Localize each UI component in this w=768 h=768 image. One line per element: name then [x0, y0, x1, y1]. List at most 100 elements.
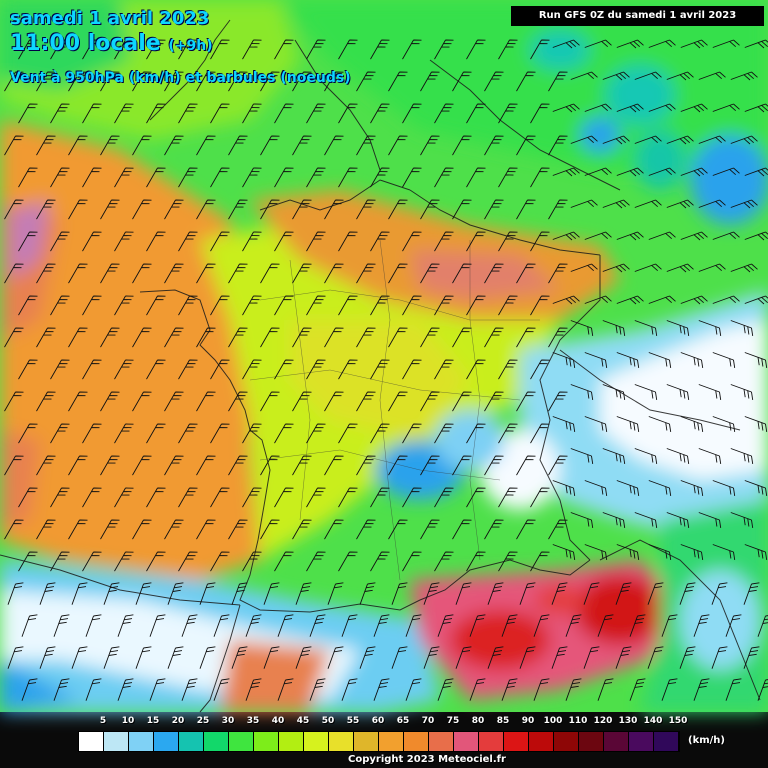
wind-barb	[516, 391, 536, 412]
wind-barb	[661, 614, 678, 637]
wind-barb	[164, 327, 184, 348]
wind-barb	[666, 199, 694, 209]
wind-barb	[548, 455, 568, 476]
wind-barb	[18, 487, 38, 508]
wind-barb	[36, 327, 56, 348]
wind-barb	[516, 199, 536, 220]
legend-swatch	[604, 732, 629, 751]
wind-barb	[178, 359, 198, 380]
wind-barb	[757, 679, 768, 701]
wind-barb	[434, 551, 454, 572]
wind-barb	[68, 199, 88, 220]
wind-barb	[452, 391, 472, 412]
wind-barb	[388, 455, 408, 476]
wind-barb	[370, 359, 390, 380]
wind-barb	[616, 39, 644, 49]
wind-barb	[181, 678, 198, 701]
wind-barb	[712, 231, 740, 240]
wind-barb	[18, 295, 38, 316]
wind-barb	[242, 487, 262, 508]
legend-tick-label: 35	[246, 716, 260, 726]
wind-barb	[373, 678, 390, 701]
wind-barb	[698, 135, 726, 144]
legend-swatch	[479, 732, 504, 751]
wind-barb	[634, 263, 662, 272]
wind-barb	[584, 167, 612, 176]
wind-barb	[744, 103, 768, 113]
wind-barb	[338, 423, 358, 444]
wind-barb	[68, 135, 88, 156]
wind-barb	[466, 423, 486, 444]
wind-barb	[242, 231, 262, 252]
wind-barb	[501, 614, 518, 637]
wind-barb	[420, 519, 440, 540]
wind-barb	[501, 678, 518, 701]
wind-barb	[196, 199, 216, 220]
legend-swatch	[579, 732, 604, 751]
wind-barb	[698, 448, 722, 464]
legend-swatch	[654, 732, 679, 751]
wind-barb	[18, 167, 38, 188]
wind-barb	[698, 320, 722, 336]
wind-barb	[405, 614, 422, 637]
wind-barb	[370, 167, 390, 188]
wind-barb	[370, 39, 390, 60]
wind-barb	[484, 135, 504, 156]
wind-barb	[548, 71, 568, 92]
wind-barb	[4, 71, 24, 92]
wind-barb	[712, 295, 740, 304]
wind-barb	[744, 352, 768, 368]
wind-barb	[452, 519, 472, 540]
wind-barb	[602, 512, 626, 528]
wind-barb	[263, 582, 280, 605]
legend-tick-label: 85	[496, 716, 510, 726]
wind-barb	[648, 416, 672, 432]
wind-barb	[196, 519, 216, 540]
wind-barb	[420, 455, 440, 476]
wind-barb	[306, 551, 326, 572]
wind-barb	[146, 167, 166, 188]
wind-barb	[648, 295, 676, 304]
wind-barb	[757, 615, 768, 637]
wind-barb	[744, 167, 768, 177]
wind-barb	[698, 199, 726, 208]
wind-barb	[114, 359, 134, 380]
wind-barb	[680, 167, 708, 177]
wind-barb	[437, 614, 454, 637]
wind-barb	[388, 391, 408, 412]
wind-barb	[277, 678, 294, 701]
wind-barb	[71, 582, 88, 605]
wind-barb	[487, 646, 504, 669]
wind-barb	[114, 231, 134, 252]
wind-barb	[274, 39, 294, 60]
wind-barb	[245, 678, 262, 701]
wind-barb	[292, 135, 312, 156]
legend-swatch	[354, 732, 379, 751]
legend-tick-label: 110	[568, 716, 588, 726]
forecast-time-local: 11:00 locale	[10, 31, 161, 56]
wind-barb	[4, 263, 24, 284]
legend-swatch	[504, 732, 529, 751]
wind-barb	[210, 103, 230, 124]
wind-barb	[402, 551, 422, 572]
wind-barb	[602, 263, 630, 273]
wind-barb	[648, 39, 676, 48]
wind-barb	[306, 103, 326, 124]
wind-barb	[242, 103, 262, 124]
wind-barb	[18, 103, 38, 124]
wind-barb	[484, 455, 504, 476]
map-subtitle: Vent à 950hPa (km/h) et barbules (noeuds…	[10, 70, 351, 86]
wind-barb	[744, 416, 768, 432]
wind-barb	[434, 39, 454, 60]
wind-barb	[530, 423, 550, 444]
wind-barb	[82, 167, 102, 188]
wind-barb	[666, 263, 694, 273]
legend-color-bar	[78, 731, 680, 752]
wind-barb	[533, 614, 550, 637]
wind-barb	[210, 39, 230, 60]
wind-barb	[196, 455, 216, 476]
wind-barb	[370, 487, 390, 508]
wind-barb	[82, 103, 102, 124]
wind-barb	[516, 327, 536, 348]
legend-swatch	[529, 732, 554, 751]
